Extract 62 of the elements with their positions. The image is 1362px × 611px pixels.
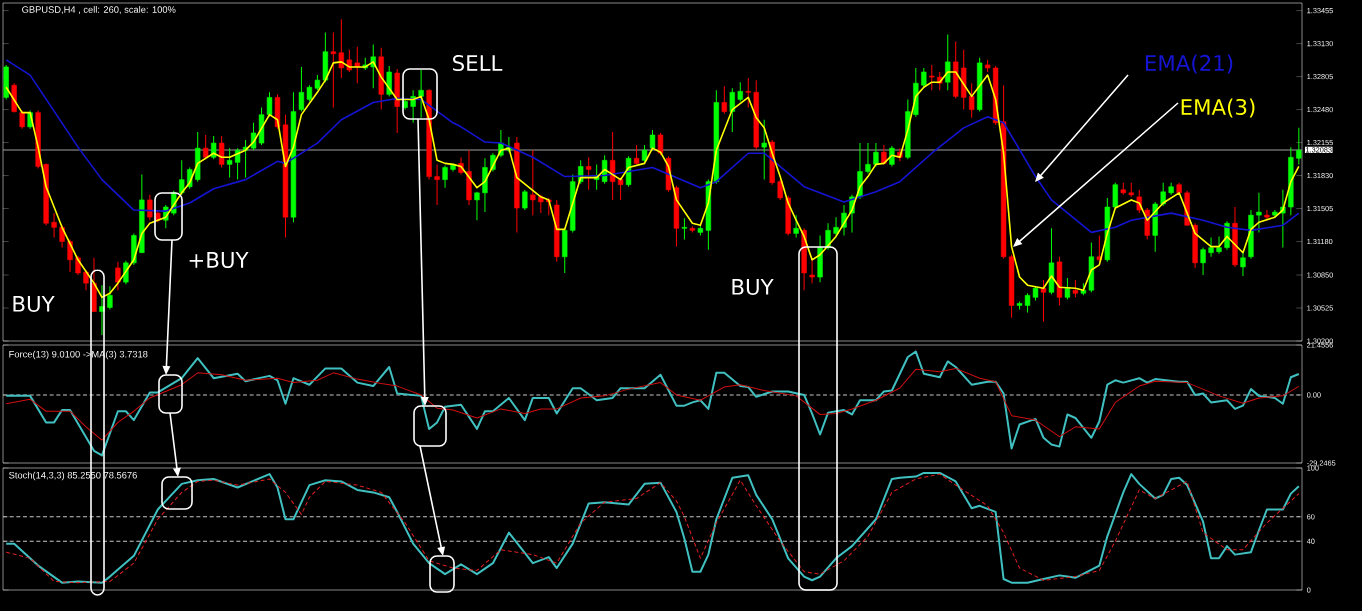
candlestick	[218, 135, 225, 168]
candlestick	[298, 66, 305, 113]
candlestick	[889, 145, 895, 167]
candlestick	[147, 194, 153, 221]
candlestick	[442, 164, 448, 189]
candlestick	[761, 119, 767, 181]
candlestick	[522, 189, 528, 211]
text: EMA(3)	[1181, 98, 1255, 118]
candlestick	[67, 239, 73, 273]
candlestick	[234, 147, 241, 181]
candlestick	[793, 214, 799, 238]
candlestick	[729, 87, 735, 133]
candlestick	[945, 33, 951, 91]
annotation: BUY	[732, 279, 774, 295]
candlestick	[1040, 279, 1047, 323]
candlestick	[745, 77, 751, 109]
candlestick	[1112, 182, 1118, 210]
annotation: SELL	[453, 54, 503, 72]
candlestick	[179, 159, 185, 196]
candlestick	[474, 191, 480, 221]
candlestick	[83, 269, 89, 291]
candlestick	[203, 134, 209, 160]
candlestick	[354, 46, 360, 84]
candlestick	[969, 82, 975, 119]
annotation: BUY	[13, 296, 55, 312]
candlestick	[538, 194, 544, 214]
candlestick	[242, 139, 249, 179]
candlestick	[833, 216, 839, 236]
candlestick	[657, 132, 664, 156]
candlestick	[51, 212, 57, 238]
text: EMA(21)	[1145, 54, 1233, 74]
candlestick	[418, 69, 424, 119]
candlestick	[809, 257, 815, 284]
chart-title: GBPUSD,H4 , cell: 260, scale: 100%	[22, 6, 176, 14]
candlestick	[865, 142, 871, 175]
candlestick	[226, 147, 233, 179]
candlestick	[1216, 235, 1222, 255]
candlestick	[929, 64, 935, 91]
candlestick	[586, 156, 592, 191]
candlestick	[1160, 182, 1166, 207]
candlestick	[1240, 252, 1246, 277]
candlestick	[107, 285, 113, 311]
candlestick	[721, 85, 727, 115]
candlestick	[530, 149, 536, 216]
candlestick	[1296, 127, 1302, 165]
candlestick	[1200, 247, 1206, 276]
candlestick	[330, 31, 337, 109]
candlestick	[434, 163, 440, 206]
candlestick	[19, 110, 25, 130]
candlestick	[681, 217, 688, 240]
candlestick	[777, 179, 783, 201]
candlestick	[115, 261, 121, 291]
candlestick	[1256, 192, 1262, 233]
line-series	[5, 367, 1300, 441]
candlestick	[873, 142, 879, 167]
candlestick	[1208, 236, 1214, 258]
candlestick	[338, 18, 344, 79]
annotation: +BUY	[189, 252, 249, 268]
candlestick	[1264, 209, 1270, 221]
candlestick	[737, 81, 743, 102]
candlestick	[609, 131, 616, 201]
candlestick	[1064, 277, 1071, 300]
